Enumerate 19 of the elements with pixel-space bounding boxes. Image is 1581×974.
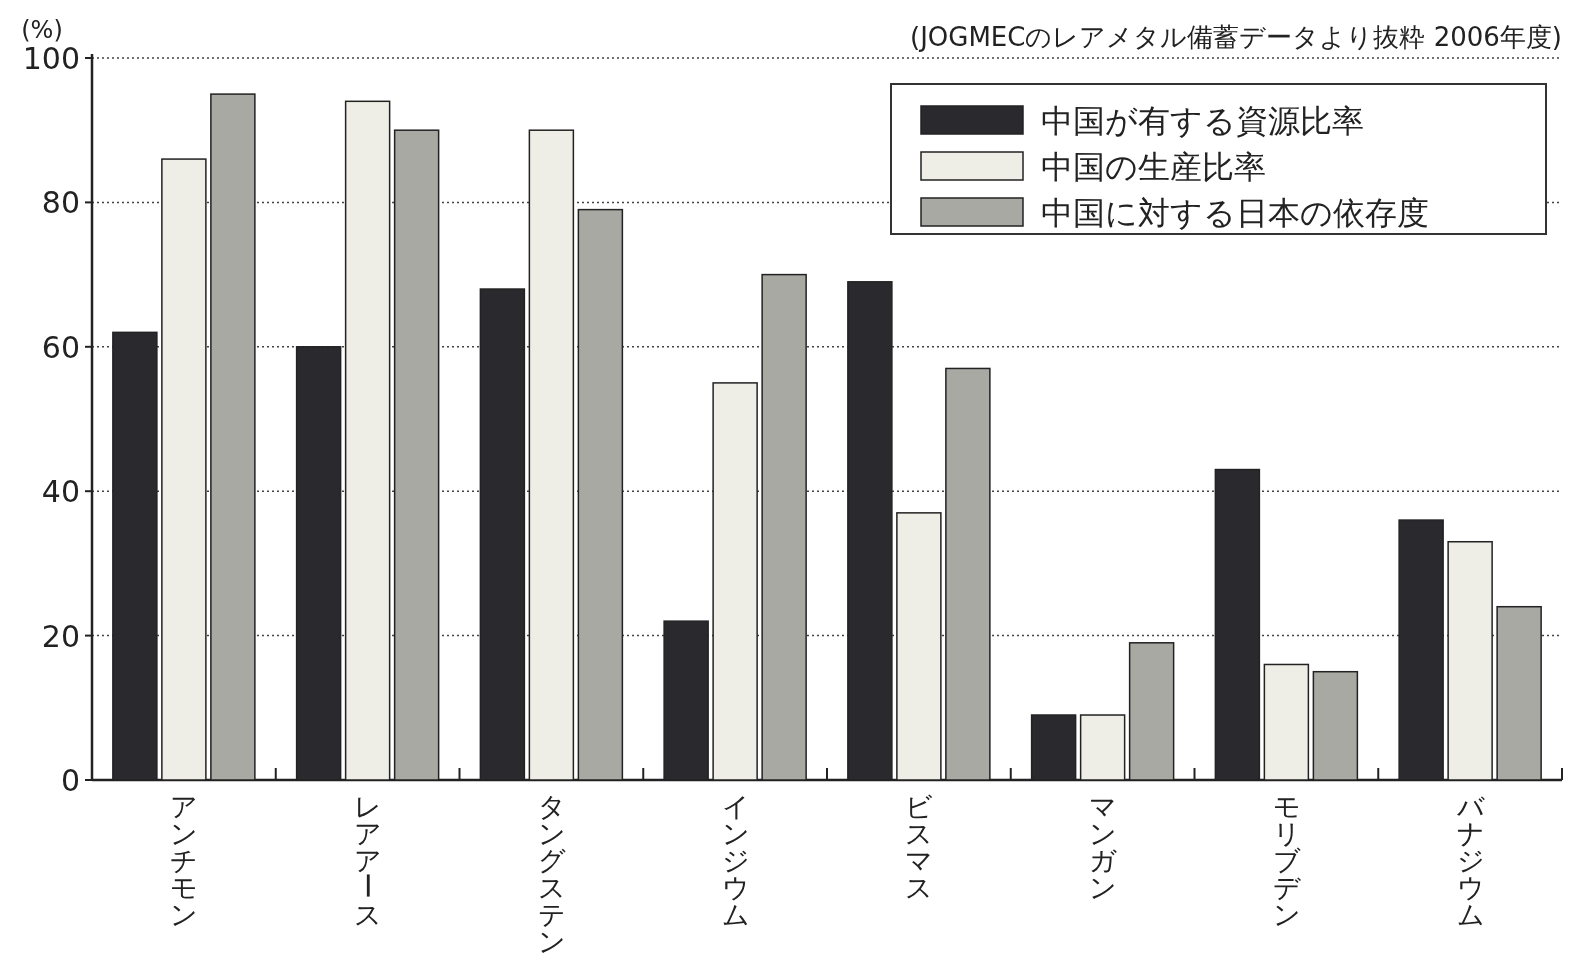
x-tick-label: アンチモン: [170, 791, 199, 930]
legend-label: 中国に対する日本の依存度: [1041, 194, 1429, 232]
y-tick-label: 60: [41, 329, 80, 365]
x-tick-label: ビスマス: [905, 791, 934, 903]
y-tick-label: 0: [60, 763, 80, 798]
y-tick-label: 40: [41, 474, 80, 510]
legend-label: 中国が有する資源比率: [1041, 102, 1364, 140]
text: (JOGMECのレアメタル備蓄データより抜粋 2006年度): [909, 22, 1562, 52]
legend-label: 中国の生産比率: [1041, 148, 1266, 186]
y-tick-label: 100: [22, 41, 80, 76]
y-tick-label: 80: [41, 185, 80, 221]
y-axis-title: (%): [21, 16, 63, 44]
x-tick-label: レアアース: [352, 791, 384, 930]
x-tick-label: インジウム: [721, 791, 750, 930]
y-tick-label: 20: [41, 618, 80, 654]
x-tick-label: バナジウム: [1455, 791, 1485, 930]
x-tick-label: モリブデン: [1272, 791, 1302, 930]
x-tick-label: マンガン: [1089, 791, 1118, 903]
x-tick-label: タングステン: [537, 791, 566, 957]
